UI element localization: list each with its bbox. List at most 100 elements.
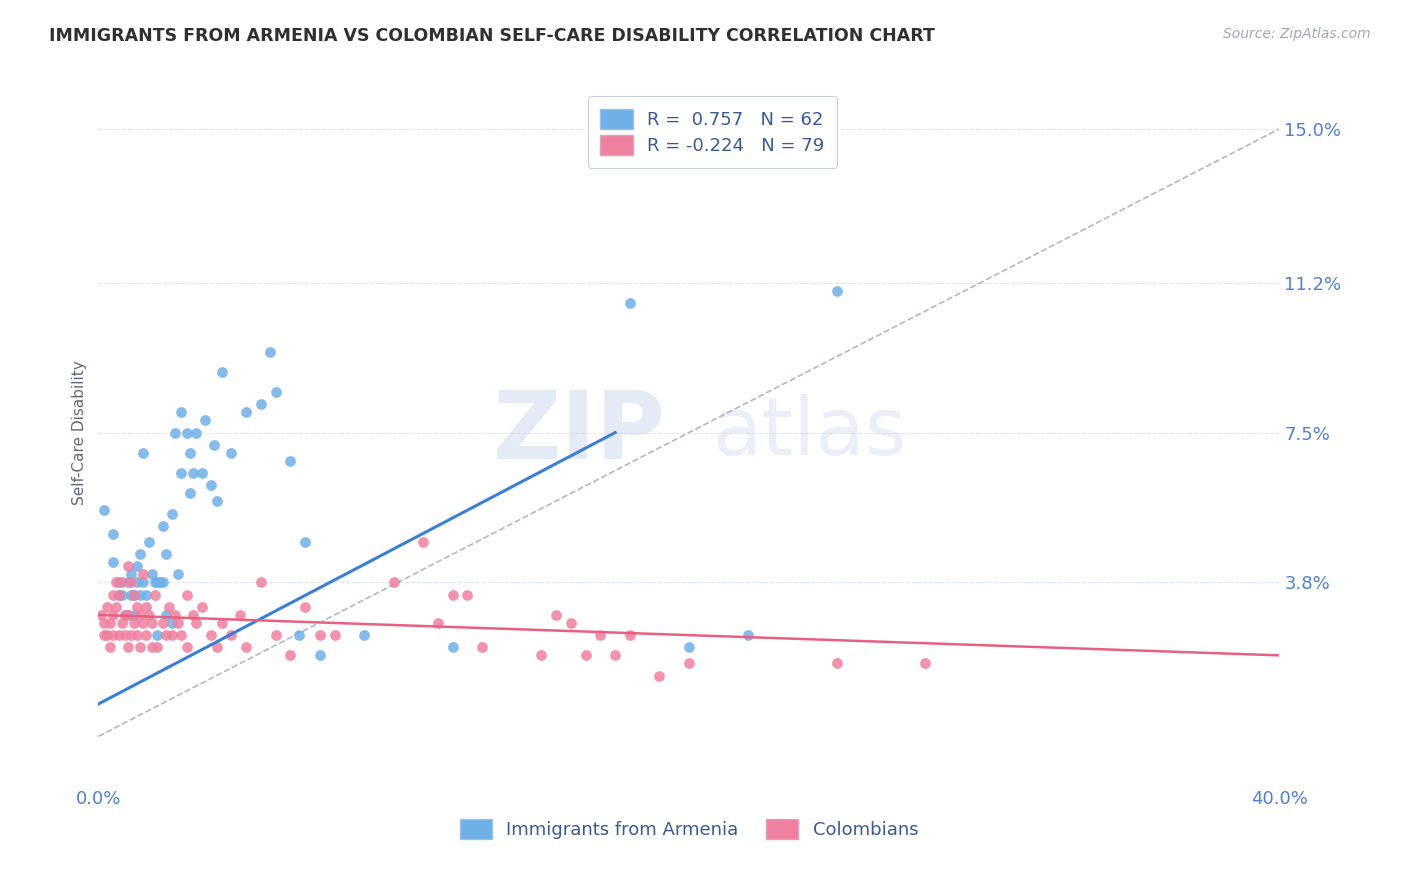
Point: [143, 575, 166, 590]
Point: [128, 640, 150, 655]
Point: [98, 615, 121, 630]
Point: [575, 648, 598, 663]
Point: [280, 454, 302, 468]
Point: [457, 588, 479, 602]
Point: [170, 405, 193, 419]
Point: [141, 615, 163, 630]
Point: [605, 648, 627, 663]
Point: [114, 607, 136, 622]
Point: [211, 365, 233, 379]
Point: [152, 615, 174, 630]
Point: [103, 607, 125, 622]
Point: [125, 559, 148, 574]
Point: [155, 607, 177, 622]
Point: [167, 615, 190, 630]
Point: [471, 640, 494, 655]
Point: [120, 628, 142, 642]
Y-axis label: Self-Care Disability: Self-Care Disability: [72, 360, 87, 505]
Point: [103, 527, 125, 541]
Point: [111, 588, 134, 602]
Point: [530, 648, 553, 663]
Point: [441, 588, 464, 602]
Text: atlas: atlas: [713, 393, 907, 472]
Point: [191, 466, 214, 480]
Point: [122, 615, 145, 630]
Point: [162, 628, 183, 642]
Point: [138, 607, 160, 622]
Point: [235, 405, 257, 419]
Point: [132, 567, 155, 582]
Point: [105, 575, 128, 590]
Text: Source: ZipAtlas.com: Source: ZipAtlas.com: [1223, 27, 1371, 41]
Point: [184, 615, 207, 630]
Point: [179, 486, 201, 500]
Point: [128, 607, 150, 622]
Point: [155, 628, 177, 642]
Point: [264, 385, 287, 400]
Point: [141, 567, 163, 582]
Point: [93, 502, 115, 516]
Point: [205, 494, 228, 508]
Point: [294, 535, 316, 549]
Point: [108, 628, 131, 642]
Point: [135, 588, 157, 602]
Point: [93, 615, 115, 630]
Point: [120, 567, 142, 582]
Text: IMMIGRANTS FROM ARMENIA VS COLOMBIAN SELF-CARE DISABILITY CORRELATION CHART: IMMIGRANTS FROM ARMENIA VS COLOMBIAN SEL…: [49, 27, 935, 45]
Point: [146, 575, 169, 590]
Point: [229, 607, 252, 622]
Point: [200, 478, 222, 492]
Point: [117, 640, 139, 655]
Point: [619, 628, 641, 642]
Point: [259, 344, 281, 359]
Point: [120, 575, 142, 590]
Point: [211, 615, 233, 630]
Point: [132, 446, 155, 460]
Point: [181, 466, 204, 480]
Point: [170, 628, 193, 642]
Point: [309, 648, 332, 663]
Point: [202, 438, 225, 452]
Point: [191, 599, 214, 614]
Point: [382, 575, 405, 590]
Point: [108, 588, 131, 602]
Point: [111, 575, 134, 590]
Point: [117, 607, 139, 622]
Point: [125, 599, 148, 614]
Point: [176, 588, 198, 602]
Point: [194, 413, 217, 427]
Point: [353, 628, 375, 642]
Point: [200, 628, 222, 642]
Point: [412, 535, 434, 549]
Point: [546, 607, 568, 622]
Point: [108, 588, 131, 602]
Point: [128, 588, 150, 602]
Point: [181, 607, 204, 622]
Point: [176, 640, 198, 655]
Point: [619, 296, 641, 310]
Point: [114, 607, 136, 622]
Point: [294, 599, 316, 614]
Point: [143, 588, 166, 602]
Point: [122, 588, 145, 602]
Point: [122, 588, 145, 602]
Point: [323, 628, 346, 642]
Point: [125, 628, 148, 642]
Point: [103, 588, 125, 602]
Point: [427, 615, 450, 630]
Point: [120, 588, 142, 602]
Point: [288, 628, 311, 642]
Point: [90, 607, 112, 622]
Point: [98, 640, 121, 655]
Point: [737, 628, 759, 642]
Point: [648, 668, 671, 682]
Point: [205, 640, 228, 655]
Point: [146, 628, 169, 642]
Point: [132, 575, 155, 590]
Point: [111, 615, 134, 630]
Point: [135, 628, 157, 642]
Point: [235, 640, 257, 655]
Point: [149, 575, 172, 590]
Point: [825, 657, 848, 671]
Point: [103, 555, 125, 569]
